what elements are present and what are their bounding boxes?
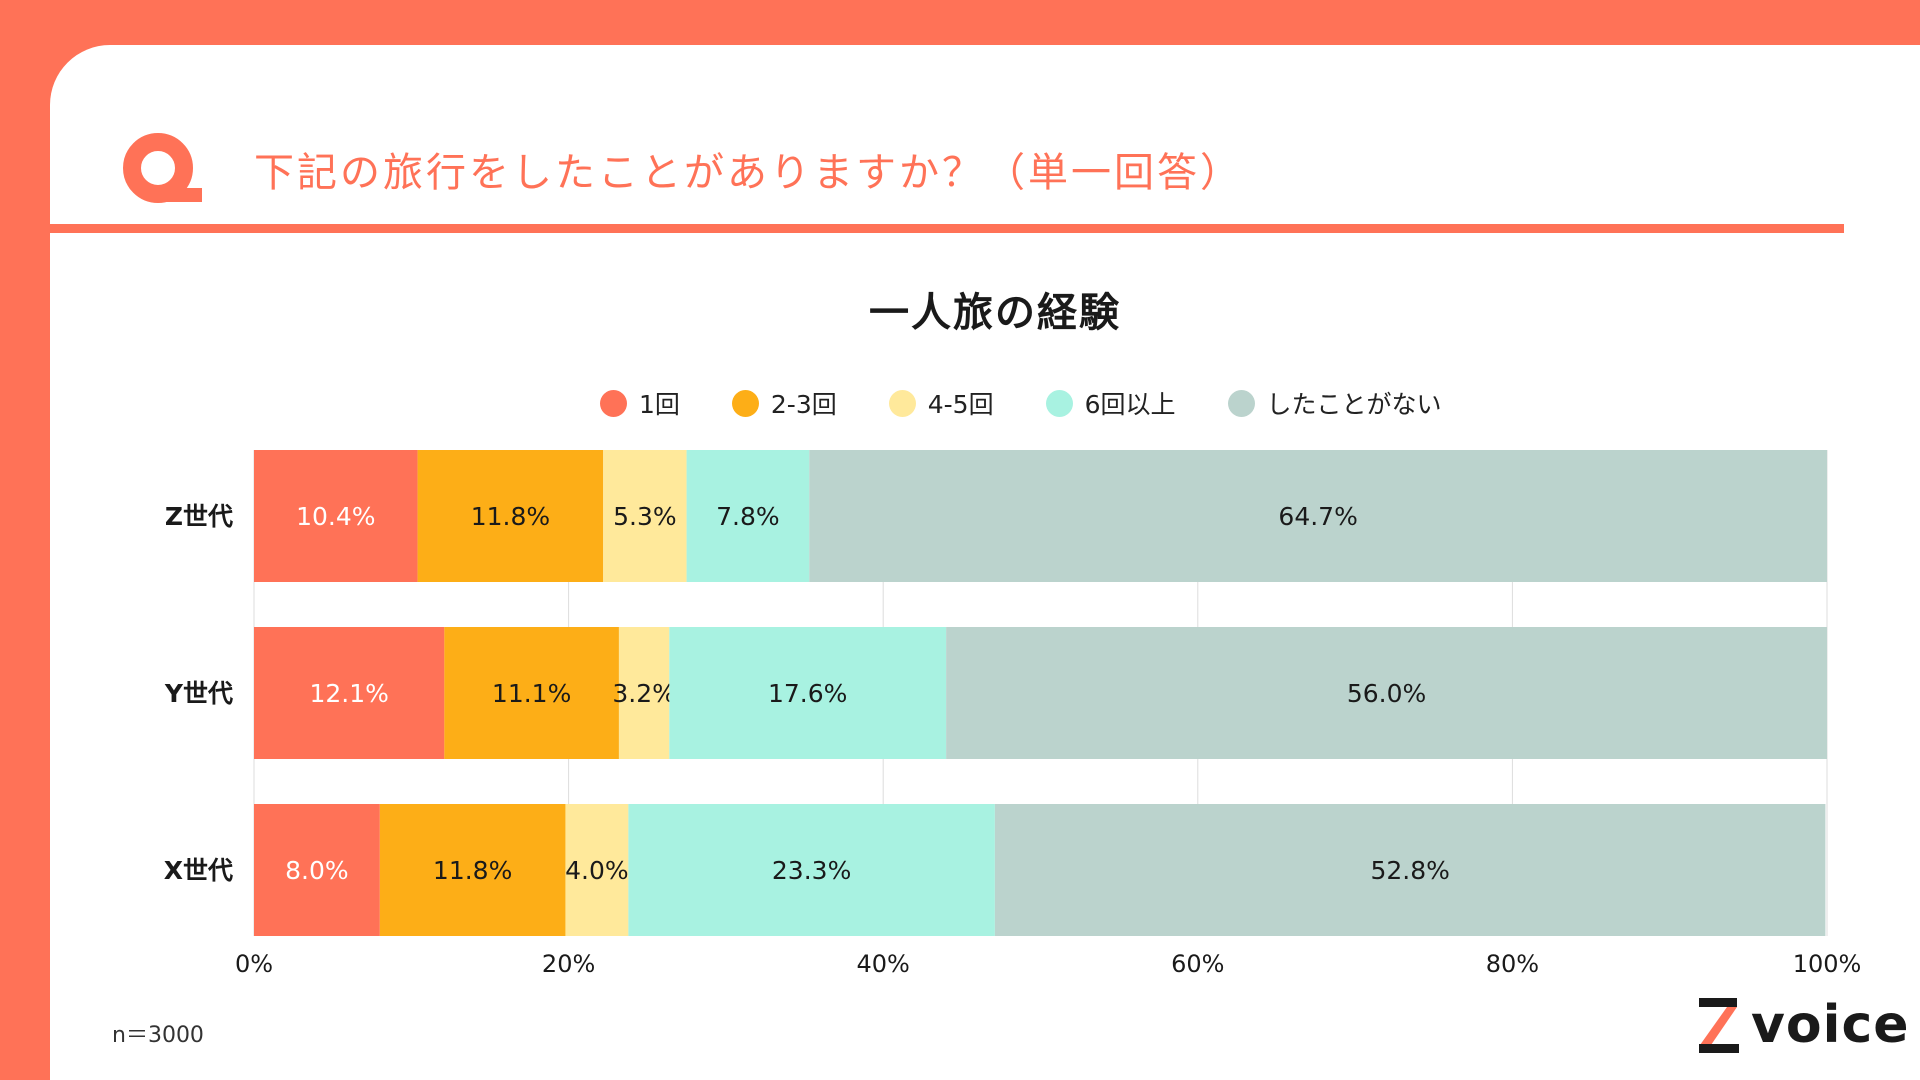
x-tick-label: 80% xyxy=(1486,950,1539,978)
category-label: X世代 xyxy=(164,856,233,885)
header-divider xyxy=(50,224,1844,233)
legend-item: 1回 xyxy=(600,385,680,421)
bar-segment xyxy=(254,450,418,582)
x-tick-label: 100% xyxy=(1793,950,1862,978)
data-label: 5.3% xyxy=(613,502,677,531)
x-tick-label: 60% xyxy=(1171,950,1224,978)
legend-item: 4-5回 xyxy=(888,385,994,421)
legend-label: 4-5回 xyxy=(927,390,994,419)
data-label: 12.1% xyxy=(309,679,388,708)
legend-label: したことがない xyxy=(1266,390,1442,419)
data-label: 3.2% xyxy=(612,679,676,708)
data-label: 52.8% xyxy=(1370,856,1449,885)
legend-label: 2-3回 xyxy=(770,390,837,419)
legend-swatch xyxy=(731,389,759,417)
brand-logo: voice xyxy=(1697,995,1910,1055)
data-label: 11.1% xyxy=(492,679,571,708)
data-label: 64.7% xyxy=(1278,502,1357,531)
x-tick-label: 0% xyxy=(235,950,273,978)
bar-segment xyxy=(379,804,566,936)
category-label: Y世代 xyxy=(164,679,233,708)
data-label: 11.8% xyxy=(433,856,512,885)
stacked-bar-chart: 10.4% 11.8% 5.3% 7.8% 64.7% Z世代 12.1% 11.1% 3.2%… xyxy=(164,450,1862,978)
bar-segment xyxy=(628,804,995,936)
question-q-icon xyxy=(123,133,202,203)
logo-text: voice xyxy=(1751,995,1910,1055)
data-label: 10.4% xyxy=(296,502,375,531)
bar-segment xyxy=(809,450,1827,582)
x-tick-label: 40% xyxy=(857,950,910,978)
chart-legend: 1回 2-3回 4-5回 6回以上 したことがない xyxy=(600,383,1494,423)
category-label: Z世代 xyxy=(165,502,233,531)
question-title: 下記の旅行をしたことがありますか？（単一回答） xyxy=(254,150,1243,196)
bar-segment xyxy=(669,627,947,759)
bar-segment xyxy=(254,627,445,759)
bar-segment xyxy=(686,450,810,582)
bar-segment xyxy=(417,450,604,582)
legend-item: 6回以上 xyxy=(1045,385,1176,421)
data-label: 7.8% xyxy=(716,502,780,531)
legend-item: 2-3回 xyxy=(731,385,837,421)
bar-segment xyxy=(946,627,1827,759)
bar-segment xyxy=(603,450,687,582)
data-label: 56.0% xyxy=(1347,679,1426,708)
z-logo-icon xyxy=(1699,998,1739,1053)
legend-label: 1回 xyxy=(639,390,680,419)
legend-label: 6回以上 xyxy=(1084,390,1176,419)
data-label: 23.3% xyxy=(772,856,851,885)
sample-size-note: n＝3000 xyxy=(112,1023,204,1048)
bar-segment xyxy=(254,804,380,936)
chart-title: 一人旅の経験 xyxy=(869,290,1121,336)
legend-swatch xyxy=(1045,389,1073,417)
bar-segment xyxy=(565,804,629,936)
data-label: 11.8% xyxy=(471,502,550,531)
legend-item: したことがない xyxy=(1227,385,1442,421)
bar-segment xyxy=(618,627,670,759)
data-label: 17.6% xyxy=(768,679,847,708)
data-label: 4.0% xyxy=(565,856,629,885)
legend-swatch xyxy=(600,389,627,417)
data-label: 8.0% xyxy=(285,856,349,885)
x-tick-label: 20% xyxy=(542,950,595,978)
legend-swatch xyxy=(1227,389,1255,417)
bar-segment xyxy=(994,804,1826,936)
bar-segment xyxy=(444,627,619,759)
legend-swatch xyxy=(888,389,916,417)
